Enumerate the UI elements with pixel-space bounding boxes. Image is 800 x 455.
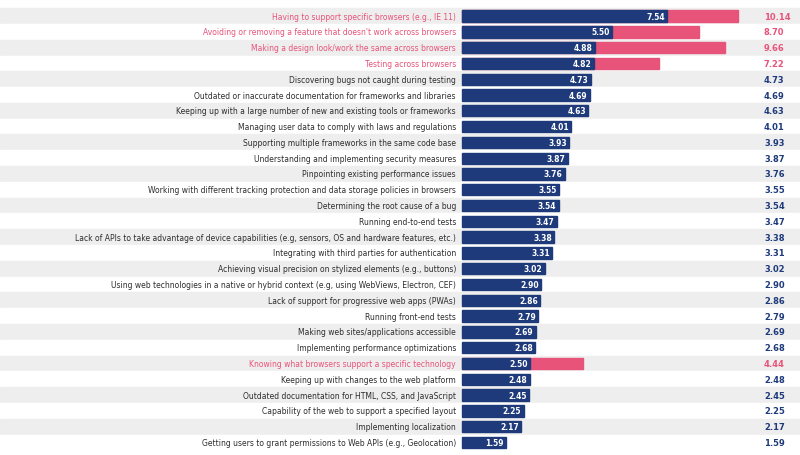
- Text: 2.69: 2.69: [764, 328, 785, 337]
- Text: Implementing performance optimizations: Implementing performance optimizations: [297, 344, 456, 353]
- Text: 8.70: 8.70: [764, 28, 785, 37]
- Text: Making web sites/applications accessible: Making web sites/applications accessible: [298, 328, 456, 337]
- Text: 2.86: 2.86: [519, 296, 538, 305]
- Text: 1.59: 1.59: [485, 438, 503, 447]
- Text: 2.90: 2.90: [520, 280, 539, 289]
- Text: Lack of APIs to take advantage of device capabilities (e.g, sensors, OS and hard: Lack of APIs to take advantage of device…: [75, 233, 456, 242]
- Text: Achieving visual precision on stylized elements (e.g., buttons): Achieving visual precision on stylized e…: [218, 265, 456, 273]
- Text: 2.45: 2.45: [508, 391, 526, 400]
- Text: 4.44: 4.44: [764, 359, 785, 368]
- Text: 2.50: 2.50: [510, 359, 528, 368]
- Text: Implementing localization: Implementing localization: [356, 422, 456, 431]
- Text: 2.68: 2.68: [514, 344, 533, 353]
- Text: 4.69: 4.69: [569, 91, 587, 100]
- Text: 4.63: 4.63: [567, 107, 586, 116]
- Text: Pinpointing existing performance issues: Pinpointing existing performance issues: [302, 170, 456, 179]
- Text: 3.55: 3.55: [538, 186, 557, 195]
- Text: 4.01: 4.01: [550, 123, 569, 132]
- Text: Lack of support for progressive web apps (PWAs): Lack of support for progressive web apps…: [268, 296, 456, 305]
- Text: 2.17: 2.17: [500, 422, 519, 431]
- Text: Discovering bugs not caught during testing: Discovering bugs not caught during testi…: [289, 76, 456, 85]
- Text: 2.17: 2.17: [764, 422, 785, 431]
- Text: Outdated documentation for HTML, CSS, and JavaScript: Outdated documentation for HTML, CSS, an…: [243, 391, 456, 400]
- Text: Capability of the web to support a specified layout: Capability of the web to support a speci…: [262, 407, 456, 415]
- Text: Supporting multiple frameworks in the same code base: Supporting multiple frameworks in the sa…: [243, 139, 456, 147]
- Text: 3.47: 3.47: [536, 217, 554, 227]
- Text: 3.02: 3.02: [764, 265, 785, 273]
- Text: 7.22: 7.22: [764, 60, 785, 69]
- Text: 2.90: 2.90: [764, 280, 785, 289]
- Text: 3.76: 3.76: [543, 170, 562, 179]
- Text: Managing user data to comply with laws and regulations: Managing user data to comply with laws a…: [238, 123, 456, 132]
- Text: Keeping up with a large number of new and existing tools or frameworks: Keeping up with a large number of new an…: [176, 107, 456, 116]
- Text: 3.02: 3.02: [523, 265, 542, 273]
- Text: 2.48: 2.48: [509, 375, 527, 384]
- Text: 2.79: 2.79: [764, 312, 785, 321]
- Text: Having to support specific browsers (e.g., IE 11): Having to support specific browsers (e.g…: [272, 12, 456, 21]
- Text: Understanding and implementing security measures: Understanding and implementing security …: [254, 154, 456, 163]
- Text: 3.47: 3.47: [764, 217, 785, 227]
- Text: Running end-to-end tests: Running end-to-end tests: [358, 217, 456, 227]
- Text: 2.25: 2.25: [502, 407, 522, 415]
- Text: 2.69: 2.69: [514, 328, 533, 337]
- Text: 2.79: 2.79: [517, 312, 536, 321]
- Text: 3.93: 3.93: [764, 139, 785, 147]
- Text: 2.45: 2.45: [764, 391, 785, 400]
- Text: 2.68: 2.68: [764, 344, 785, 353]
- Text: Determining the root cause of a bug: Determining the root cause of a bug: [317, 202, 456, 211]
- Text: 4.63: 4.63: [764, 107, 785, 116]
- Text: 2.86: 2.86: [764, 296, 785, 305]
- Text: 3.87: 3.87: [546, 154, 566, 163]
- Text: 4.73: 4.73: [764, 76, 785, 85]
- Text: 5.50: 5.50: [591, 28, 610, 37]
- Text: 3.31: 3.31: [531, 249, 550, 258]
- Text: 3.55: 3.55: [764, 186, 785, 195]
- Text: 4.82: 4.82: [572, 60, 591, 69]
- Text: 4.01: 4.01: [764, 123, 785, 132]
- Text: Knowing what browsers support a specific technology: Knowing what browsers support a specific…: [250, 359, 456, 368]
- Text: 7.54: 7.54: [646, 12, 665, 21]
- Text: 1.59: 1.59: [764, 438, 785, 447]
- Text: Making a design look/work the same across browsers: Making a design look/work the same acros…: [251, 44, 456, 53]
- Text: 2.48: 2.48: [764, 375, 785, 384]
- Text: Using web technologies in a native or hybrid context (e.g, using WebViews, Elect: Using web technologies in a native or hy…: [111, 280, 456, 289]
- Text: 3.54: 3.54: [764, 202, 785, 211]
- Text: 3.93: 3.93: [548, 139, 567, 147]
- Text: 3.54: 3.54: [538, 202, 556, 211]
- Text: 3.87: 3.87: [764, 154, 785, 163]
- Text: Running front-end tests: Running front-end tests: [365, 312, 456, 321]
- Text: 3.38: 3.38: [533, 233, 552, 242]
- Text: 3.38: 3.38: [764, 233, 785, 242]
- Text: 4.69: 4.69: [764, 91, 785, 100]
- Text: Working with different tracking protection and data storage policies in browsers: Working with different tracking protecti…: [148, 186, 456, 195]
- Text: 3.76: 3.76: [764, 170, 785, 179]
- Text: Getting users to grant permissions to Web APIs (e.g., Geolocation): Getting users to grant permissions to We…: [202, 438, 456, 447]
- Text: 10.14: 10.14: [764, 12, 790, 21]
- Text: 3.31: 3.31: [764, 249, 785, 258]
- Text: 9.66: 9.66: [764, 44, 785, 53]
- Text: Outdated or inaccurate documentation for frameworks and libraries: Outdated or inaccurate documentation for…: [194, 91, 456, 100]
- Text: Testing across browsers: Testing across browsers: [365, 60, 456, 69]
- Text: 2.25: 2.25: [764, 407, 785, 415]
- Text: Keeping up with changes to the web platform: Keeping up with changes to the web platf…: [282, 375, 456, 384]
- Text: 4.73: 4.73: [570, 76, 589, 85]
- Text: Integrating with third parties for authentication: Integrating with third parties for authe…: [273, 249, 456, 258]
- Text: 4.88: 4.88: [574, 44, 593, 53]
- Text: Avoiding or removing a feature that doesn't work across browsers: Avoiding or removing a feature that does…: [202, 28, 456, 37]
